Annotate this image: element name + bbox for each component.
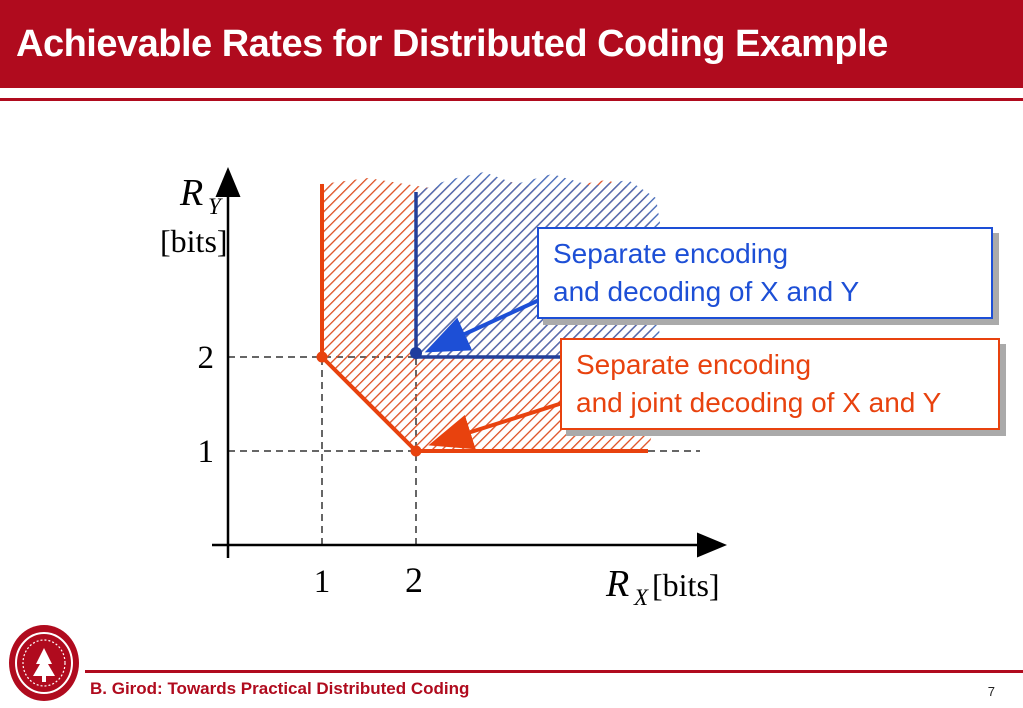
stanford-seal-logo — [9, 625, 79, 701]
y-axis-label-subscript: Y — [208, 194, 223, 219]
corner-point-1-2 — [316, 351, 328, 363]
header-divider-line — [0, 98, 1023, 101]
corner-point-2-2 — [410, 347, 422, 359]
joint-decoding-callout-line2: and joint decoding of X and Y — [576, 386, 942, 418]
separate-decoding-callout-line1: Separate encoding — [553, 238, 789, 269]
seal-ring — [15, 632, 73, 694]
slide-page-number: 7 — [987, 684, 995, 699]
y-tick-2: 2 — [198, 340, 215, 376]
x-tick-1: 1 — [314, 564, 331, 600]
separate-decoding-callout-line2: and decoding of X and Y — [553, 275, 860, 307]
x-tick-2: 2 — [405, 560, 423, 600]
separate-decoding-callout: Separate encoding and decoding of X and … — [537, 227, 993, 319]
slide-header-bar: Achievable Rates for Distributed Coding … — [0, 0, 1023, 88]
y-tick-1: 1 — [198, 434, 215, 470]
joint-decoding-boundary — [320, 184, 648, 453]
y-axis-label: R — [179, 172, 203, 214]
y-axis-unit: [bits] — [160, 223, 228, 259]
joint-decoding-callout-line1: Separate encoding — [576, 349, 812, 380]
blue-callout-arrow — [424, 294, 549, 353]
red-callout-arrow — [428, 398, 573, 450]
seal-inner-ring — [22, 639, 66, 687]
x-axis-label: R — [605, 563, 629, 605]
joint-decoding-callout: Separate encoding and joint decoding of … — [560, 338, 1000, 430]
footer-divider-line — [85, 670, 1023, 673]
slide-title: Achievable Rates for Distributed Coding … — [16, 22, 888, 65]
corner-point-2-1 — [410, 445, 422, 457]
x-axis-unit: [bits] — [652, 567, 720, 603]
footer-credit: B. Girod: Towards Practical Distributed … — [90, 679, 470, 698]
x-axis-label-subscript: X — [633, 585, 649, 610]
seal-tree-icon — [33, 648, 55, 682]
